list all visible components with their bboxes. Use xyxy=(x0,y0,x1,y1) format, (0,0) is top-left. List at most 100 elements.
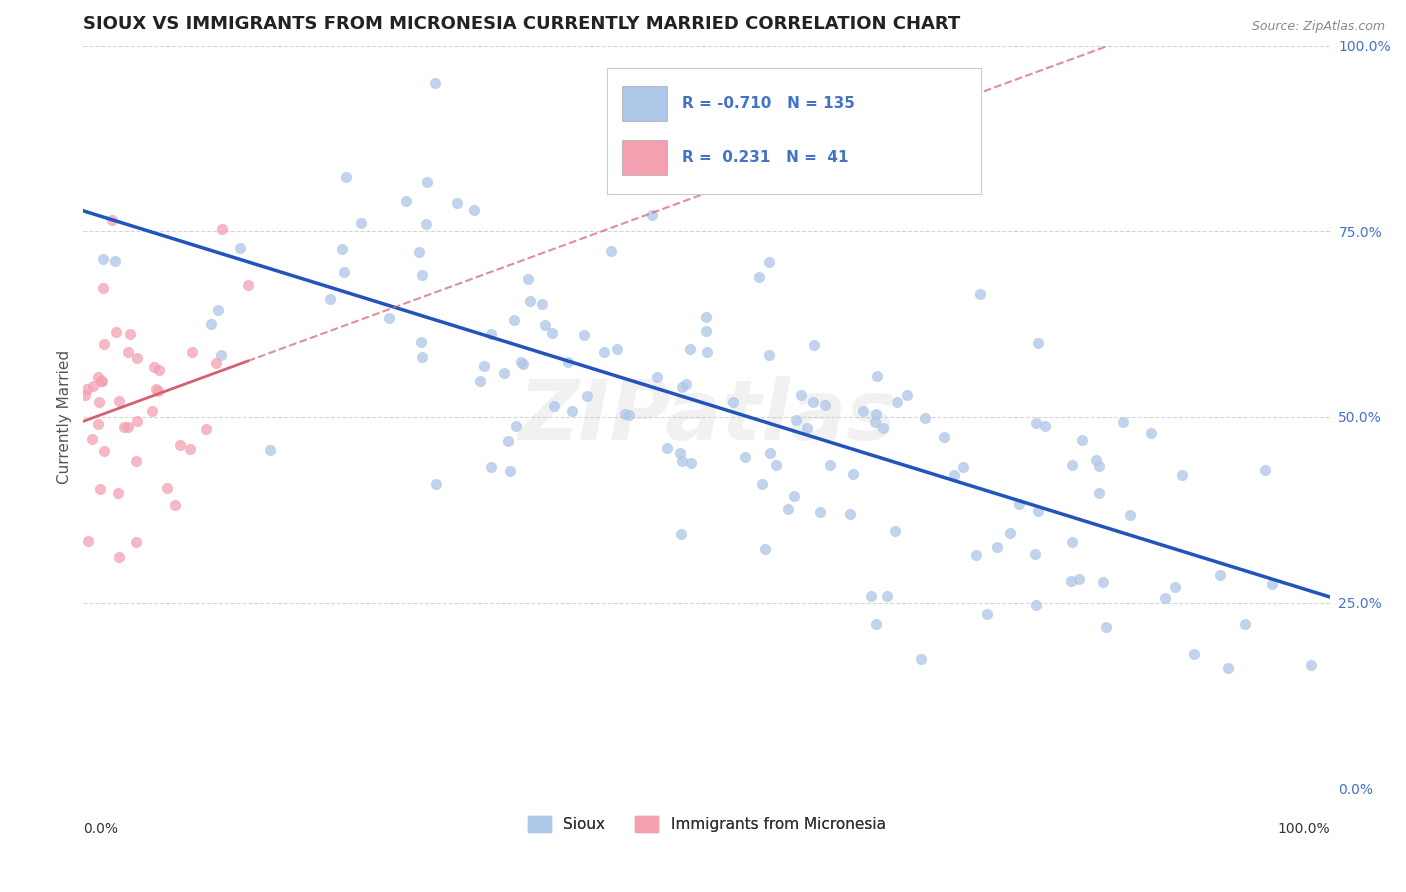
Point xyxy=(796,420,818,434)
Point xyxy=(200,317,222,331)
Point xyxy=(259,442,281,457)
Point xyxy=(883,524,905,539)
Point xyxy=(986,540,1008,554)
Point xyxy=(696,344,718,359)
Point xyxy=(534,318,557,332)
Text: Source: ZipAtlas.com: Source: ZipAtlas.com xyxy=(1251,20,1385,33)
Point xyxy=(1208,568,1230,582)
Point xyxy=(842,467,865,481)
Point xyxy=(468,374,491,388)
Point xyxy=(125,351,148,365)
Point xyxy=(540,326,562,340)
Point xyxy=(575,389,598,403)
Point xyxy=(599,244,621,258)
Point xyxy=(952,459,974,474)
Point xyxy=(335,170,357,185)
Point xyxy=(395,194,418,209)
Point xyxy=(330,243,353,257)
Point xyxy=(1033,418,1056,433)
Point xyxy=(695,310,717,324)
Point xyxy=(866,369,889,384)
Point xyxy=(1139,425,1161,440)
Point xyxy=(82,378,104,392)
Point xyxy=(640,208,662,222)
Point xyxy=(101,213,124,227)
Point xyxy=(350,216,373,230)
Point xyxy=(378,311,401,326)
Point xyxy=(211,222,233,236)
Point xyxy=(655,441,678,455)
Point xyxy=(1094,620,1116,634)
Point xyxy=(1119,508,1142,522)
Point xyxy=(1164,580,1187,594)
Point xyxy=(865,407,887,421)
Point xyxy=(1085,453,1108,467)
Text: 100.0%: 100.0% xyxy=(1278,822,1330,836)
Point xyxy=(783,489,806,503)
Point xyxy=(679,343,702,357)
Point xyxy=(163,498,186,512)
Point xyxy=(73,388,96,402)
Point xyxy=(561,404,583,418)
Point xyxy=(1060,535,1083,549)
Point xyxy=(645,369,668,384)
Point xyxy=(1111,415,1133,429)
Point xyxy=(107,485,129,500)
Point xyxy=(785,413,807,427)
Point xyxy=(1008,497,1031,511)
Point xyxy=(411,268,433,282)
Point xyxy=(425,476,447,491)
Point xyxy=(675,377,697,392)
Point xyxy=(1253,462,1275,476)
Point xyxy=(411,334,433,349)
Text: 0.0%: 0.0% xyxy=(83,822,118,836)
Point xyxy=(1092,574,1115,589)
Point xyxy=(606,342,628,356)
Point xyxy=(1154,591,1177,605)
Point xyxy=(93,336,115,351)
Point xyxy=(863,415,886,429)
Point xyxy=(411,350,433,364)
Point xyxy=(89,395,111,409)
Point xyxy=(86,417,108,431)
Point xyxy=(205,356,228,370)
Point xyxy=(808,505,831,519)
Point xyxy=(108,549,131,564)
Point xyxy=(803,338,825,352)
Point xyxy=(1171,467,1194,482)
Point xyxy=(1025,417,1047,431)
Point xyxy=(503,313,526,327)
Point xyxy=(886,394,908,409)
Point xyxy=(423,76,446,90)
Point xyxy=(104,254,127,268)
Point xyxy=(1025,598,1047,612)
Point xyxy=(914,410,936,425)
Point xyxy=(543,399,565,413)
Point xyxy=(695,324,717,338)
Point xyxy=(1059,574,1081,588)
Point xyxy=(505,419,527,434)
Point xyxy=(125,414,148,428)
Point xyxy=(820,458,842,472)
Point xyxy=(1088,458,1111,473)
Point xyxy=(472,359,495,374)
Y-axis label: Currently Married: Currently Married xyxy=(58,350,72,484)
Point xyxy=(195,422,218,436)
Text: ZIPatlas: ZIPatlas xyxy=(517,376,896,458)
Point xyxy=(479,326,502,341)
Point xyxy=(748,270,770,285)
Point xyxy=(1024,548,1046,562)
Point xyxy=(236,277,259,292)
Point xyxy=(557,355,579,369)
Legend: Sioux, Immigrants from Micronesia: Sioux, Immigrants from Micronesia xyxy=(520,809,893,840)
Point xyxy=(758,349,780,363)
Point xyxy=(118,326,141,341)
Point xyxy=(765,458,787,472)
Point xyxy=(801,394,824,409)
Point xyxy=(530,296,553,310)
Point xyxy=(517,272,540,286)
Point xyxy=(207,302,229,317)
Point xyxy=(112,420,135,434)
Point xyxy=(148,363,170,377)
Point xyxy=(1260,576,1282,591)
